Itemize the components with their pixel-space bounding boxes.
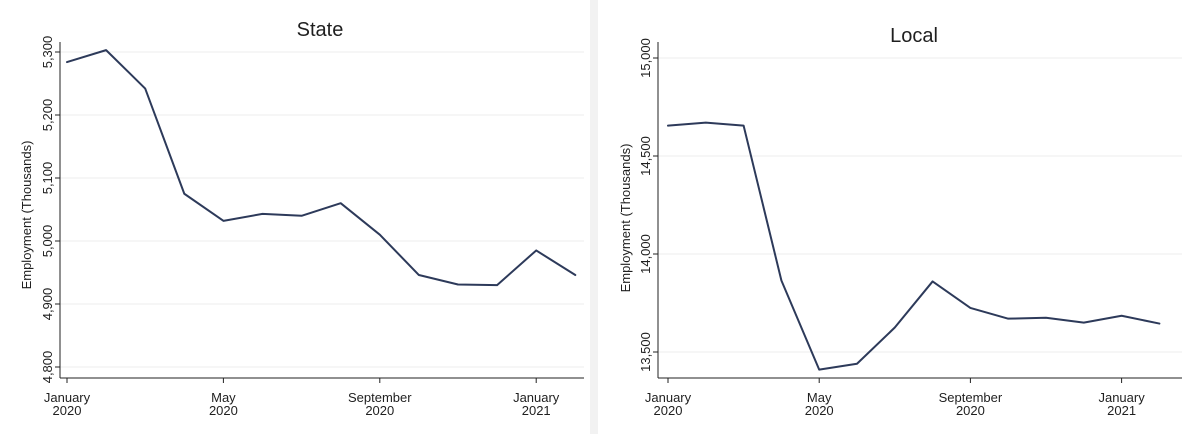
x-tick-label-local: 2020 bbox=[956, 403, 985, 418]
y-tick-label-state: 5,100 bbox=[40, 162, 55, 195]
y-tick-label-state: 5,300 bbox=[40, 36, 55, 69]
x-tick-label-local: 2021 bbox=[1107, 403, 1136, 418]
x-tick-label-state: May bbox=[211, 390, 236, 405]
y-tick-label-state: 5,200 bbox=[40, 99, 55, 132]
x-tick-label-state: 2020 bbox=[365, 403, 394, 418]
y-tick-label-local: 13,500 bbox=[638, 332, 653, 372]
x-tick-label-state: 2021 bbox=[522, 403, 551, 418]
x-tick-label-local: September bbox=[939, 390, 1003, 405]
x-tick-label-state: September bbox=[348, 390, 412, 405]
series-line-local bbox=[667, 121, 1161, 371]
x-tick-label-local: 2020 bbox=[805, 403, 834, 418]
y-axis-label-local: Employment (Thousands) bbox=[618, 144, 633, 293]
y-tick-label-state: 4,800 bbox=[40, 351, 55, 384]
local-chart: 13,50014,00014,50015,000January2020May20… bbox=[618, 25, 1182, 418]
x-tick-label-state: January bbox=[513, 390, 560, 405]
x-tick-label-state: 2020 bbox=[209, 403, 238, 418]
y-axis-label-state: Employment (Thousands) bbox=[19, 141, 34, 290]
y-tick-label-state: 5,000 bbox=[40, 225, 55, 258]
x-tick-label-state: January bbox=[44, 390, 91, 405]
chart-title-state: State bbox=[297, 19, 344, 41]
state-chart-panel: 4,800 4,900 5,000 5,100 5,200 5,300 January 202… bbox=[0, 0, 590, 434]
chart-title-local: Local bbox=[890, 25, 938, 47]
x-tick-label-state: 2020 bbox=[53, 403, 82, 418]
series-line-state bbox=[66, 49, 577, 287]
state-chart: 4,8004,9005,0005,1005,2005,300January202… bbox=[19, 19, 584, 418]
panel-separator bbox=[590, 0, 598, 434]
y-tick-label-local: 14,500 bbox=[638, 136, 653, 176]
x-tick-label-local: May bbox=[807, 390, 832, 405]
y-tick-label-local: 15,000 bbox=[638, 38, 653, 78]
x-tick-label-local: January bbox=[645, 390, 692, 405]
x-tick-label-local: January bbox=[1098, 390, 1145, 405]
y-tick-label-local: 14,000 bbox=[638, 234, 653, 274]
y-tick-label-state: 4,900 bbox=[40, 288, 55, 321]
x-tick-label-local: 2020 bbox=[654, 403, 683, 418]
local-chart-panel: 13,500 14,000 14,500 15,000 January 2020 May 20… bbox=[598, 0, 1188, 434]
